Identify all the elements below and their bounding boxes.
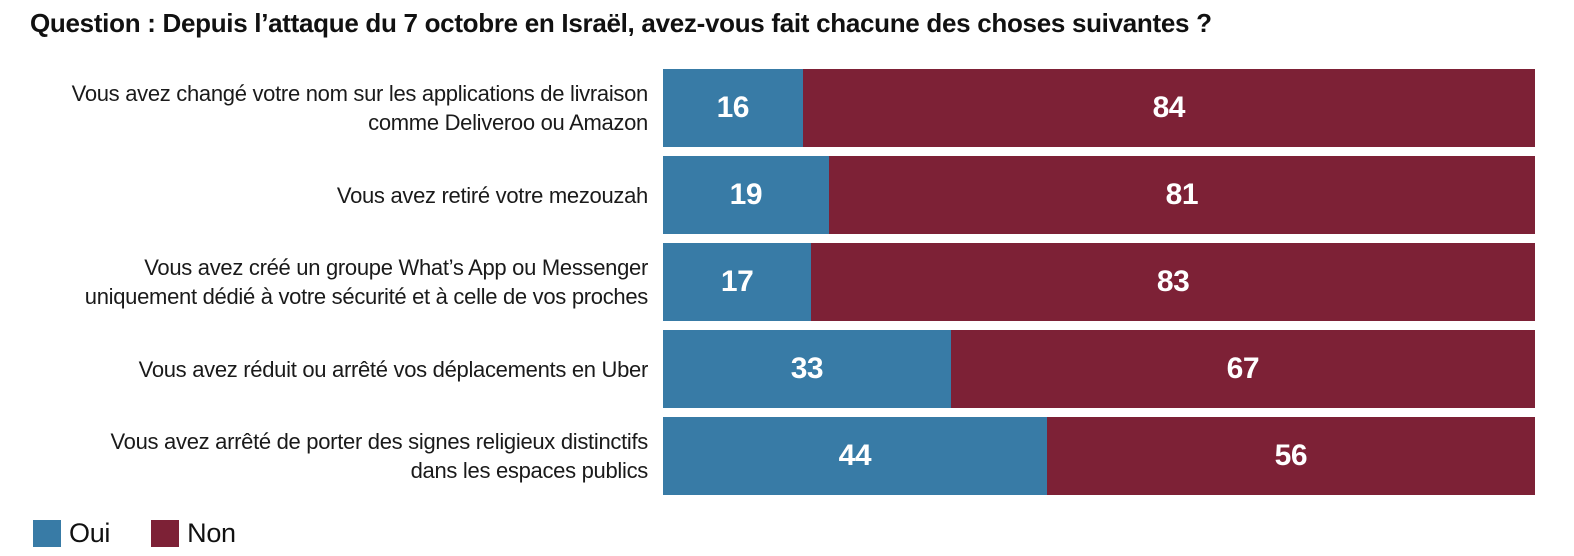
category-label-line: Vous avez changé votre nom sur les appli… (71, 81, 649, 106)
non-value-label: 84 (1152, 91, 1186, 124)
category-label-line: uniquement dédié à votre sécurité et à c… (84, 284, 649, 309)
non-value-label: 81 (1165, 178, 1199, 211)
non-swatch-icon (151, 520, 180, 547)
bar-track: 33 67 (663, 330, 1535, 408)
oui-bar-segment: 16 (663, 69, 803, 147)
chart-row: Vous avez créé un groupe What’s App ou M… (0, 243, 1535, 321)
category-label: Vous avez retiré votre mezouzah (0, 181, 663, 210)
non-value-label: 83 (1156, 265, 1190, 298)
legend-item-oui: Oui (33, 518, 110, 549)
oui-bar-segment: 17 (663, 243, 812, 321)
non-bar-segment: 83 (811, 243, 1535, 321)
oui-value-label: 44 (838, 439, 872, 472)
category-label: Vous avez réduit ou arrêté vos déplaceme… (0, 355, 663, 384)
non-bar-segment: 56 (1046, 417, 1535, 495)
bar-track: 19 81 (663, 156, 1535, 234)
oui-value-label: 33 (790, 352, 824, 385)
chart-row: Vous avez réduit ou arrêté vos déplaceme… (0, 330, 1535, 408)
oui-bar-segment: 19 (663, 156, 829, 234)
legend-item-non: Non (151, 518, 236, 549)
bar-track: 16 84 (663, 69, 1535, 147)
chart-row: Vous avez changé votre nom sur les appli… (0, 69, 1535, 147)
non-bar-segment: 81 (828, 156, 1535, 234)
category-label-line: Vous avez créé un groupe What’s App ou M… (144, 255, 648, 280)
oui-value-label: 16 (716, 91, 750, 124)
category-label-line: comme Deliveroo ou Amazon (368, 110, 648, 135)
non-value-label: 67 (1226, 352, 1260, 385)
oui-bar-segment: 33 (663, 330, 951, 408)
non-value-label: 56 (1274, 439, 1308, 472)
non-bar-segment: 67 (950, 330, 1535, 408)
non-bar-segment: 84 (802, 69, 1535, 147)
question-title: Question : Depuis l’attaque du 7 octobre… (30, 8, 1212, 38)
oui-bar-segment: 44 (663, 417, 1047, 495)
bar-track: 44 56 (663, 417, 1535, 495)
category-label-line: dans les espaces publics (410, 458, 649, 483)
category-label: Vous avez créé un groupe What’s App ou M… (0, 253, 663, 311)
oui-value-label: 19 (729, 178, 763, 211)
category-label: Vous avez arrêté de porter des signes re… (0, 427, 663, 485)
legend: Oui Non (33, 518, 236, 549)
chart-rows: Vous avez changé votre nom sur les appli… (0, 69, 1535, 504)
bar-track: 17 83 (663, 243, 1535, 321)
category-label-line: Vous avez retiré votre mezouzah (336, 182, 648, 208)
category-label: Vous avez changé votre nom sur les appli… (0, 79, 663, 137)
chart-row: Vous avez arrêté de porter des signes re… (0, 417, 1535, 495)
oui-swatch-icon (33, 520, 61, 547)
chart-row: Vous avez retiré votre mezouzah 19 81 (0, 156, 1535, 234)
category-label-line: Vous avez arrêté de porter des signes re… (110, 429, 649, 454)
legend-label-oui: Oui (69, 518, 111, 548)
oui-value-label: 17 (720, 265, 754, 298)
category-label-line: Vous avez réduit ou arrêté vos déplaceme… (138, 356, 649, 382)
legend-label-non: Non (187, 518, 236, 548)
